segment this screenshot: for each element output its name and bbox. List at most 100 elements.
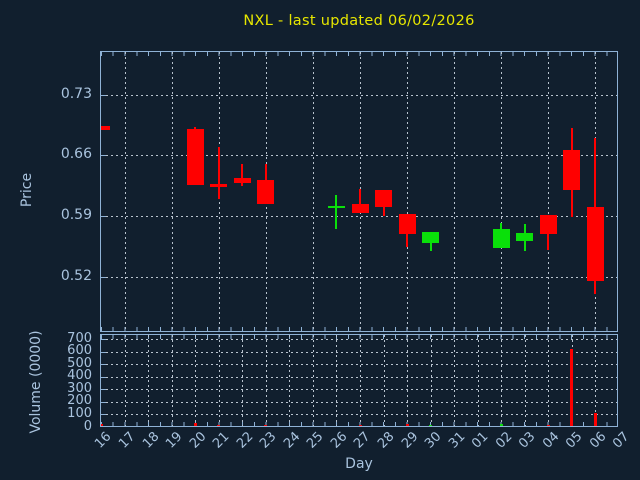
- volume-gridline-vertical: [360, 335, 361, 426]
- volume-bar-27: [358, 425, 362, 426]
- x-tick-label: 19: [163, 429, 186, 452]
- volume-gridline-vertical: [548, 335, 550, 426]
- volume-tick-label: 200: [67, 393, 92, 409]
- volume-panel: [100, 334, 618, 427]
- x-tick-label: 07: [610, 429, 633, 452]
- chart-title: NXL - last updated 06/02/2026: [243, 13, 475, 29]
- price-gridline: [101, 155, 617, 157]
- x-tick-label: 03: [516, 429, 539, 452]
- volume-tick-label: 700: [67, 330, 92, 346]
- price-gridline-vertical: [171, 52, 173, 331]
- x-tick-label: 30: [422, 429, 445, 452]
- volume-bar-23: [264, 425, 268, 426]
- volume-gridline-vertical: [454, 335, 456, 426]
- x-tick-label: 20: [186, 429, 210, 452]
- volume-tick-label: 400: [67, 368, 92, 384]
- price-top-tick-marks: [101, 52, 617, 56]
- volume-axis-tick: [101, 401, 106, 403]
- volume-bar-06: [593, 412, 597, 426]
- volume-tick-label: 100: [67, 405, 92, 421]
- x-tick-label: 22: [233, 429, 257, 452]
- candle-body-29: [398, 214, 416, 235]
- x-tick-label: 17: [116, 429, 139, 452]
- x-tick-label: 02: [492, 429, 516, 452]
- x-tick-label: 04: [539, 429, 563, 452]
- volume-bar-21: [217, 425, 221, 426]
- volume-gridline-vertical: [124, 335, 126, 426]
- volume-axis-tick: [101, 389, 106, 391]
- candle-body-21: [210, 183, 228, 188]
- price-gridline-vertical: [454, 52, 456, 331]
- candle-body-30: [422, 232, 440, 243]
- x-tick-label: 05: [563, 429, 586, 452]
- volume-tick-label: 300: [67, 380, 92, 396]
- volume-gridline: [101, 389, 617, 391]
- volume-gridline-vertical: [148, 335, 150, 426]
- x-tick-label: 31: [445, 429, 469, 452]
- candle-body-26: [327, 205, 345, 208]
- volume-bar-02: [499, 424, 503, 426]
- candle-body-16: [101, 125, 110, 131]
- volume-gridline-vertical: [312, 335, 314, 426]
- volume-tick-label: 600: [67, 343, 92, 359]
- volume-gridline-vertical: [524, 335, 526, 426]
- candle-body-02: [492, 229, 510, 249]
- x-axis-label: Day: [345, 456, 373, 472]
- volume-bar-30: [429, 425, 433, 426]
- volume-gridline-vertical: [218, 335, 220, 426]
- volume-gridline-vertical: [477, 335, 479, 426]
- price-tick-label: 0.73: [60, 85, 92, 102]
- volume-gridline-vertical: [430, 335, 432, 426]
- volume-axis-tick: [101, 339, 106, 340]
- price-gridline: [101, 215, 617, 217]
- x-tick-label: 06: [587, 429, 610, 452]
- x-tick-label: 21: [210, 429, 233, 452]
- volume-gridline-vertical: [289, 335, 291, 426]
- candle-body-04: [539, 215, 557, 235]
- volume-gridline-vertical: [171, 335, 173, 426]
- price-gridline-vertical: [124, 52, 126, 331]
- price-tick-label: 0.66: [60, 146, 92, 163]
- x-tick-label: 29: [398, 429, 421, 452]
- volume-gridline: [101, 376, 617, 378]
- volume-gridline-vertical: [383, 335, 385, 426]
- volume-gridline: [101, 351, 617, 353]
- x-tick-label: 26: [328, 429, 351, 452]
- volume-bar-20: [193, 422, 197, 426]
- candle-body-03: [516, 233, 534, 242]
- price-tick-label: 0.52: [60, 267, 92, 284]
- price-gridline-vertical: [501, 52, 503, 331]
- price-gridline: [101, 276, 617, 278]
- volume-axis-tick: [101, 351, 106, 353]
- candle-body-20: [186, 129, 204, 185]
- price-axis-tick: [101, 276, 106, 278]
- volume-gridline-vertical: [501, 335, 503, 426]
- volume-tick-label: 500: [67, 355, 92, 371]
- price-gridline-vertical: [407, 52, 409, 331]
- price-panel: [100, 51, 618, 332]
- x-tick-label: 28: [375, 429, 398, 452]
- x-tick-label: 16: [92, 429, 115, 452]
- candle-body-28: [375, 189, 393, 208]
- price-axis-tick: [101, 155, 106, 157]
- price-axis-label: Price: [19, 172, 35, 208]
- volume-axis-tick: [101, 364, 106, 366]
- price-gridline-vertical: [548, 52, 550, 331]
- volume-gridline: [101, 364, 617, 366]
- candle-body-27: [351, 203, 369, 213]
- candle-body-06: [586, 207, 604, 282]
- volume-gridline-vertical: [407, 335, 409, 426]
- price-gridline-vertical: [312, 52, 314, 331]
- volume-bar-04: [546, 425, 550, 426]
- volume-gridline-vertical: [265, 335, 267, 426]
- candle-wick-22: [241, 163, 244, 186]
- volume-gridline-vertical: [595, 335, 597, 426]
- price-tick-label: 0.59: [60, 206, 92, 223]
- volume-gridline-vertical: [242, 335, 244, 426]
- candle-body-23: [257, 180, 275, 204]
- volume-axis-tick: [101, 376, 106, 378]
- candle-body-22: [233, 177, 251, 184]
- price-axis-tick: [101, 94, 106, 96]
- candle-wick-21: [217, 146, 220, 199]
- candle-wick-27: [359, 189, 361, 213]
